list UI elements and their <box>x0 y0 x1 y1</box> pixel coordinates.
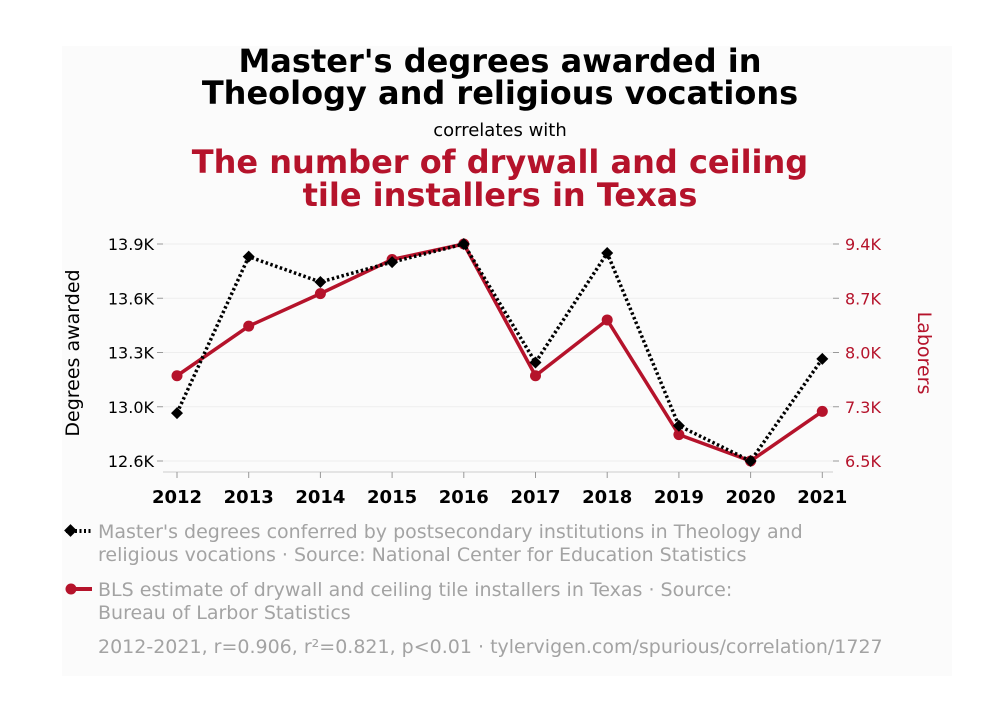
correlation-stats: 2012-2021, r=0.906, r²=0.821, p<0.01 · t… <box>98 636 883 658</box>
chart-title-line-1: Master's degrees awarded in <box>238 42 761 80</box>
y-tick-label-left: 13.3K <box>108 344 155 363</box>
data-point-laborers <box>530 370 541 382</box>
data-point-degrees <box>314 275 327 288</box>
axis-ticks: 13.9K 13.6K 13.3K 13.0K 12.6K 9.4K 8.7K 8.0K 7.3… <box>108 235 882 508</box>
data-point-degrees <box>242 250 255 263</box>
series-line-degrees <box>175 241 824 464</box>
chart-title-line-2: Theology and religious vocations <box>202 74 798 112</box>
x-tick-label: 2012 <box>152 487 202 508</box>
x-tick-label: 2021 <box>797 487 847 508</box>
data-point-degrees <box>386 256 399 269</box>
legend-text-laborers-line-1: BLS estimate of drywall and ceiling tile… <box>98 579 732 601</box>
y-tick-label-left: 12.6K <box>108 452 155 471</box>
correlates-with-text: correlates with <box>433 120 567 141</box>
x-tick-label: 2017 <box>510 487 560 508</box>
x-tick-label: 2019 <box>654 487 704 508</box>
legend-text-degrees-line-1: Master's degrees conferred by postsecond… <box>98 521 803 543</box>
data-point-degrees <box>672 419 685 432</box>
y-tick-label-right: 8.0K <box>845 344 881 363</box>
series-line-laborers <box>176 242 824 463</box>
data-point-laborers <box>171 370 183 382</box>
grid-lines <box>163 243 833 462</box>
legend-text-degrees-line-2: religious vocations · Source: National C… <box>98 544 747 566</box>
y-tick-label-right: 7.3K <box>845 398 881 417</box>
x-tick-label: 2015 <box>367 487 417 508</box>
chart-subtitle-line-1: The number of drywall and ceiling <box>192 143 808 181</box>
x-tick-label: 2018 <box>582 487 632 508</box>
chart-subtitle-line-2: tile installers in Texas <box>303 176 698 214</box>
data-point-laborers <box>601 314 613 326</box>
x-tick-label: 2020 <box>726 487 776 508</box>
x-tick-label: 2014 <box>295 487 345 508</box>
data-point-laborers <box>314 288 326 300</box>
data-point-degrees <box>601 247 614 260</box>
y-tick-label-right: 6.5K <box>845 452 881 471</box>
y-tick-label-left: 13.9K <box>108 235 155 254</box>
data-point-degrees <box>529 356 542 369</box>
x-tick-label: 2013 <box>224 487 274 508</box>
data-point-degrees <box>457 238 470 250</box>
data-point-laborers <box>243 320 255 332</box>
legend-item-laborers: BLS estimate of drywall and ceiling tile… <box>65 579 732 624</box>
legend: Master's degrees conferred by postsecond… <box>64 521 803 624</box>
y-tick-label-left: 13.0K <box>108 398 155 417</box>
series-layer <box>171 238 829 467</box>
legend-circle-icon <box>65 583 77 595</box>
x-tick-label: 2016 <box>439 487 489 508</box>
legend-item-degrees: Master's degrees conferred by postsecond… <box>64 521 803 566</box>
data-point-degrees <box>744 455 757 467</box>
data-point-degrees <box>171 407 183 420</box>
y-tick-label-right: 9.4K <box>845 235 881 254</box>
y-tick-label-right: 8.7K <box>845 289 881 308</box>
y-axis-label-right: Laborers <box>913 312 935 395</box>
data-point-laborers <box>673 429 685 441</box>
data-point-laborers <box>816 405 828 417</box>
legend-text-laborers-line-2: Bureau of Larbor Statistics <box>98 602 351 624</box>
y-axis-label-left: Degrees awarded <box>62 269 84 436</box>
y-tick-label-left: 13.6K <box>108 289 155 308</box>
data-point-degrees <box>816 352 829 365</box>
chart-background <box>62 46 952 676</box>
